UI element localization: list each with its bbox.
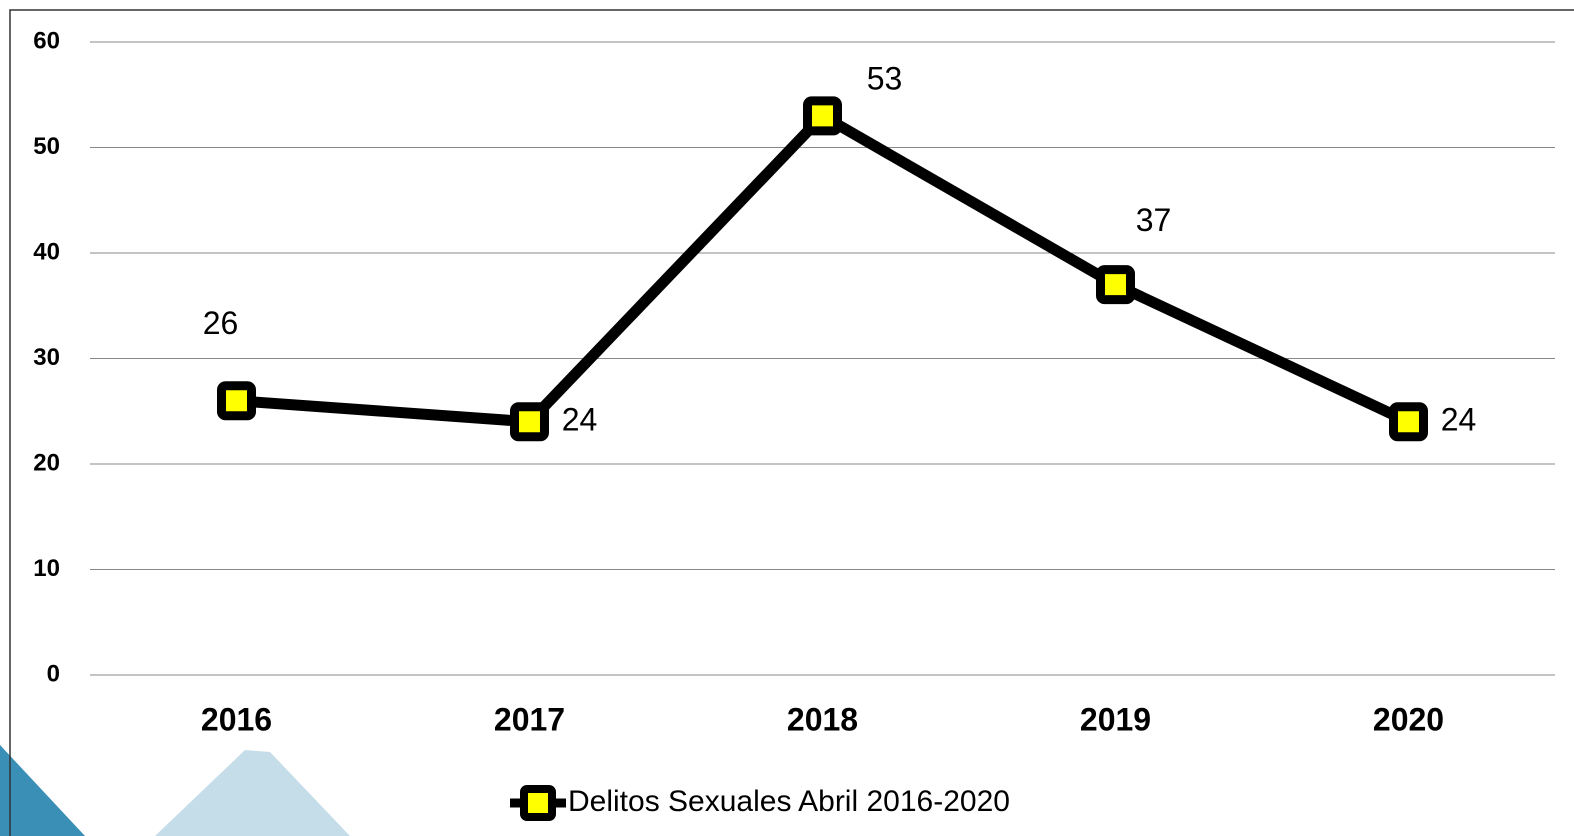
y-tick-label: 50: [33, 133, 60, 160]
data-label: 26: [203, 305, 239, 341]
frame: [9, 9, 1574, 836]
marker: [1389, 402, 1428, 442]
x-tick-label: 2018: [787, 701, 858, 737]
decor-dark: [0, 745, 85, 836]
marker: [510, 402, 549, 442]
y-tick-label: 30: [33, 344, 60, 371]
x-tick-label: 2016: [201, 701, 272, 737]
x-tick-label: 2020: [1373, 701, 1444, 737]
data-label: 53: [867, 60, 903, 96]
x-tick-label: 2019: [1080, 701, 1151, 737]
legend-marker: [520, 785, 556, 821]
marker: [1096, 265, 1135, 305]
y-tick-label: 60: [33, 27, 60, 54]
data-label: 37: [1136, 202, 1172, 238]
data-label: 24: [1441, 401, 1477, 437]
legend: Delitos Sexuales Abril 2016-2020: [510, 785, 1010, 821]
marker: [217, 381, 256, 421]
y-tick-label: 0: [47, 660, 60, 687]
data-label: 24: [562, 401, 598, 437]
y-tick-label: 10: [33, 555, 60, 582]
legend-label: Delitos Sexuales Abril 2016-2020: [568, 785, 1010, 818]
y-tick-label: 20: [33, 449, 60, 476]
decor-light: [155, 750, 350, 836]
x-tick-label: 2017: [494, 701, 565, 737]
marker: [803, 96, 842, 136]
y-tick-label: 40: [33, 238, 60, 265]
